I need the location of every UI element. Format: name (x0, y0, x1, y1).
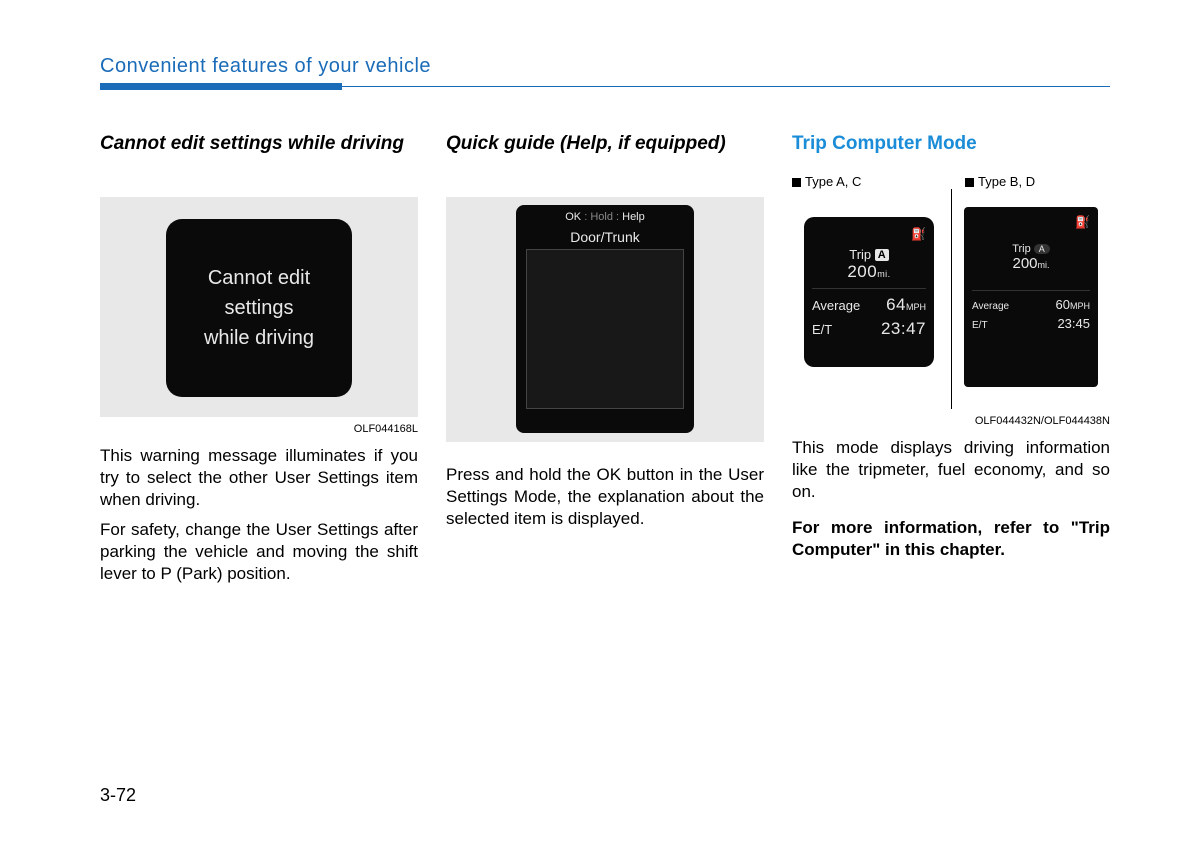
trip-a-et-row: E/T 23:47 (812, 319, 926, 339)
trip-a-label-row: Trip A (812, 247, 926, 262)
avg-unit: MPH (906, 302, 926, 312)
lcd-line1: Cannot edit (208, 263, 310, 293)
et-label: E/T (812, 322, 832, 337)
trip-b-et-row: E/T 23:45 (972, 316, 1090, 331)
col3-p1: This mode displays driving information l… (792, 437, 1110, 503)
et-label: E/T (972, 320, 988, 331)
help-label: Help (622, 211, 645, 223)
col1-p2: For safety, change the User Settings aft… (100, 519, 418, 585)
col1-heading: Cannot edit settings while driving (100, 132, 418, 182)
trip-label: Trip (1012, 243, 1031, 255)
col3-heading: Trip Computer Mode (792, 132, 1110, 156)
fuel-icon: ⛽ (812, 227, 926, 241)
lcd-subtitle: Door/Trunk (516, 223, 694, 249)
manual-page: Convenient features of your vehicle Cann… (0, 0, 1200, 861)
type-b-text: Type B, D (978, 174, 1035, 189)
avg-unit: MPH (1070, 301, 1090, 311)
trip-b-distance: 200mi. (972, 255, 1090, 272)
section-title: Convenient features of your vehicle (100, 55, 1110, 78)
lcd-quickguide-screen: OK : Hold : Help Door/Trunk (516, 205, 694, 433)
et-value: 23:45 (1057, 316, 1090, 331)
ok-label: OK (565, 211, 581, 223)
dist-unit: mi. (877, 269, 891, 279)
separator (812, 288, 926, 289)
col1-figure-ref: OLF044168L (100, 423, 418, 435)
column-1: Cannot edit settings while driving Canno… (100, 132, 418, 594)
trip-b-badge: A (1034, 244, 1050, 254)
dist-value: 200 (1012, 255, 1037, 272)
avg-label: Average (812, 298, 860, 313)
avg-label: Average (972, 301, 1009, 312)
col2-figure: OK : Hold : Help Door/Trunk (446, 197, 764, 442)
trip-a-distance: 200mi. (812, 262, 926, 282)
col2-heading: Quick guide (Help, if equipped) (446, 132, 764, 182)
header-rule-thick (100, 83, 342, 90)
col3-figure-ref: OLF044432N/OLF044438N (792, 415, 1110, 427)
separator (972, 290, 1090, 291)
content-columns: Cannot edit settings while driving Canno… (100, 132, 1110, 594)
lcd-inner-box (526, 249, 684, 409)
avg-value: 60 (1056, 297, 1070, 312)
avg-val-wrap: 60MPH (1056, 297, 1090, 312)
trip-a-badge: A (875, 249, 889, 261)
trip-a-avg-row: Average 64MPH (812, 295, 926, 315)
avg-value: 64 (886, 295, 906, 314)
type-a-label: Type A, C (792, 174, 951, 189)
type-a-text: Type A, C (805, 174, 861, 189)
column-3: Trip Computer Mode Type A, C Type B, D ⛽… (792, 132, 1110, 594)
square-icon (965, 178, 974, 187)
header-rule (100, 86, 1110, 87)
hold-label: : Hold : (584, 211, 619, 223)
dist-value: 200 (847, 262, 877, 281)
lcd-quickguide-top: OK : Hold : Help (516, 205, 694, 223)
section-header: Convenient features of your vehicle (100, 55, 1110, 87)
trip-divider (951, 189, 952, 409)
col1-figure: Cannot edit settings while driving (100, 197, 418, 417)
col2-p1: Press and hold the OK button in the User… (446, 464, 764, 530)
trip-b-avg-row: Average 60MPH (972, 297, 1090, 312)
dist-unit: mi. (1038, 260, 1050, 270)
trip-b-label-row: Trip A (972, 243, 1090, 255)
et-value: 23:47 (881, 319, 926, 339)
trip-figure: ⛽ Trip A 200mi. Average 64MPH E/T (792, 189, 1110, 409)
avg-val-wrap: 64MPH (886, 295, 926, 315)
type-b-label: Type B, D (951, 174, 1110, 189)
type-labels-row: Type A, C Type B, D (792, 174, 1110, 189)
trip-screen-type-a: ⛽ Trip A 200mi. Average 64MPH E/T (804, 217, 934, 367)
page-number: 3-72 (100, 785, 136, 806)
fuel-icon: ⛽ (972, 215, 1090, 229)
lcd-line2: settings (225, 293, 294, 323)
lcd-line3: while driving (204, 323, 314, 353)
col1-p1: This warning message illuminates if you … (100, 445, 418, 511)
trip-screen-type-b: ⛽ Trip A 200mi. Average 60MPH E/T (964, 207, 1098, 387)
square-icon (792, 178, 801, 187)
col2-figure-ref (446, 448, 764, 460)
col3-p2: For more information, refer to "Trip Com… (792, 517, 1110, 561)
column-2: Quick guide (Help, if equipped) OK : Hol… (446, 132, 764, 594)
lcd-warning-screen: Cannot edit settings while driving (166, 219, 352, 397)
trip-label: Trip (849, 247, 871, 262)
